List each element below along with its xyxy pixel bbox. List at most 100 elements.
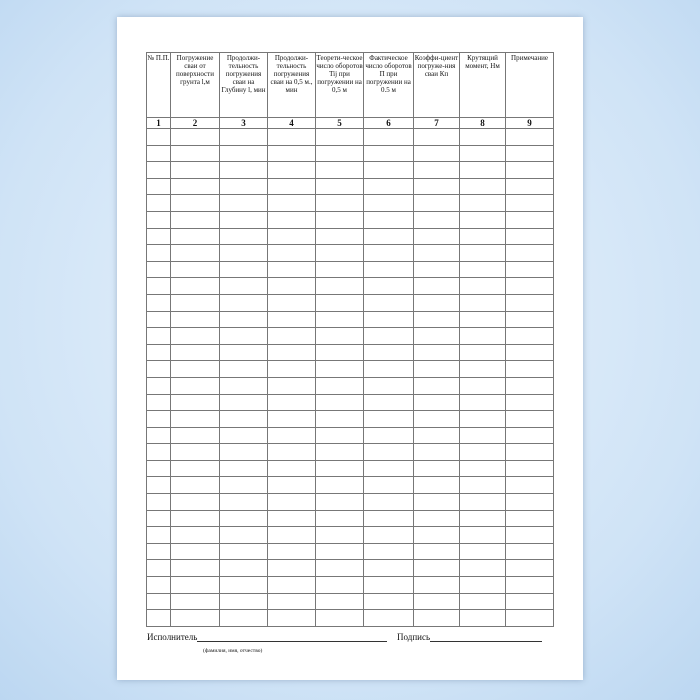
table-cell[interactable] (363, 526, 414, 544)
table-cell[interactable] (363, 144, 414, 163)
table-cell[interactable] (219, 509, 268, 528)
table-cell[interactable] (315, 343, 364, 362)
table-cell[interactable] (267, 161, 316, 179)
table-cell[interactable] (170, 360, 220, 378)
table-cell[interactable] (413, 227, 460, 246)
table-cell[interactable] (363, 210, 414, 229)
table-cell[interactable] (363, 161, 414, 179)
table-cell[interactable] (219, 177, 268, 196)
table-cell[interactable] (459, 210, 506, 229)
table-cell[interactable] (267, 526, 316, 544)
table-cell[interactable] (363, 177, 414, 196)
table-cell[interactable] (363, 310, 414, 329)
table-cell[interactable] (170, 227, 220, 246)
table-cell[interactable] (413, 360, 460, 378)
table-cell[interactable] (363, 592, 414, 611)
table-cell[interactable] (459, 576, 506, 594)
table-cell[interactable] (170, 459, 220, 478)
table-cell[interactable] (170, 260, 220, 279)
table-cell[interactable] (170, 128, 220, 146)
table-cell[interactable] (413, 244, 460, 262)
table-cell[interactable] (146, 244, 171, 262)
table-cell[interactable] (363, 393, 414, 412)
table-cell[interactable] (505, 609, 554, 627)
table-cell[interactable] (459, 327, 506, 345)
table-cell[interactable] (219, 293, 268, 312)
table-cell[interactable] (459, 360, 506, 378)
table-cell[interactable] (170, 210, 220, 229)
table-cell[interactable] (146, 526, 171, 544)
table-cell[interactable] (315, 576, 364, 594)
table-cell[interactable] (505, 576, 554, 594)
table-cell[interactable] (170, 161, 220, 179)
table-cell[interactable] (505, 244, 554, 262)
table-cell[interactable] (267, 293, 316, 312)
table-cell[interactable] (315, 609, 364, 627)
table-cell[interactable] (413, 542, 460, 561)
table-cell[interactable] (363, 244, 414, 262)
table-cell[interactable] (459, 426, 506, 445)
table-cell[interactable] (363, 426, 414, 445)
table-cell[interactable] (505, 426, 554, 445)
table-cell[interactable] (505, 393, 554, 412)
table-cell[interactable] (146, 293, 171, 312)
table-cell[interactable] (315, 360, 364, 378)
table-cell[interactable] (267, 128, 316, 146)
table-cell[interactable] (459, 592, 506, 611)
table-cell[interactable] (267, 327, 316, 345)
table-cell[interactable] (505, 410, 554, 428)
table-cell[interactable] (363, 443, 414, 461)
table-cell[interactable] (170, 426, 220, 445)
table-cell[interactable] (315, 177, 364, 196)
table-cell[interactable] (219, 526, 268, 544)
table-cell[interactable] (315, 542, 364, 561)
table-cell[interactable] (267, 376, 316, 395)
table-cell[interactable] (170, 592, 220, 611)
table-cell[interactable] (413, 410, 460, 428)
table-cell[interactable] (315, 393, 364, 412)
table-cell[interactable] (219, 310, 268, 329)
table-cell[interactable] (413, 128, 460, 146)
table-cell[interactable] (267, 592, 316, 611)
table-cell[interactable] (505, 476, 554, 495)
table-cell[interactable] (219, 227, 268, 246)
table-cell[interactable] (413, 310, 460, 329)
table-cell[interactable] (219, 161, 268, 179)
table-cell[interactable] (505, 277, 554, 295)
table-cell[interactable] (413, 526, 460, 544)
table-cell[interactable] (219, 376, 268, 395)
table-cell[interactable] (267, 393, 316, 412)
executor-field[interactable]: Исполнитель (147, 632, 388, 642)
table-cell[interactable] (170, 327, 220, 345)
table-cell[interactable] (413, 476, 460, 495)
table-cell[interactable] (146, 493, 171, 511)
table-cell[interactable] (267, 194, 316, 212)
table-cell[interactable] (363, 277, 414, 295)
table-cell[interactable] (413, 277, 460, 295)
table-cell[interactable] (505, 194, 554, 212)
table-cell[interactable] (363, 410, 414, 428)
table-cell[interactable] (219, 443, 268, 461)
table-cell[interactable] (219, 410, 268, 428)
table-cell[interactable] (267, 277, 316, 295)
table-cell[interactable] (146, 194, 171, 212)
table-cell[interactable] (267, 459, 316, 478)
table-cell[interactable] (363, 128, 414, 146)
table-cell[interactable] (505, 526, 554, 544)
table-cell[interactable] (363, 293, 414, 312)
table-cell[interactable] (267, 144, 316, 163)
table-cell[interactable] (267, 410, 316, 428)
table-cell[interactable] (363, 509, 414, 528)
table-cell[interactable] (413, 393, 460, 412)
table-cell[interactable] (413, 592, 460, 611)
table-cell[interactable] (459, 609, 506, 627)
table-cell[interactable] (146, 128, 171, 146)
table-cell[interactable] (459, 526, 506, 544)
table-cell[interactable] (219, 277, 268, 295)
table-cell[interactable] (267, 576, 316, 594)
table-cell[interactable] (219, 476, 268, 495)
table-cell[interactable] (315, 227, 364, 246)
table-cell[interactable] (267, 443, 316, 461)
table-cell[interactable] (363, 360, 414, 378)
table-cell[interactable] (170, 310, 220, 329)
